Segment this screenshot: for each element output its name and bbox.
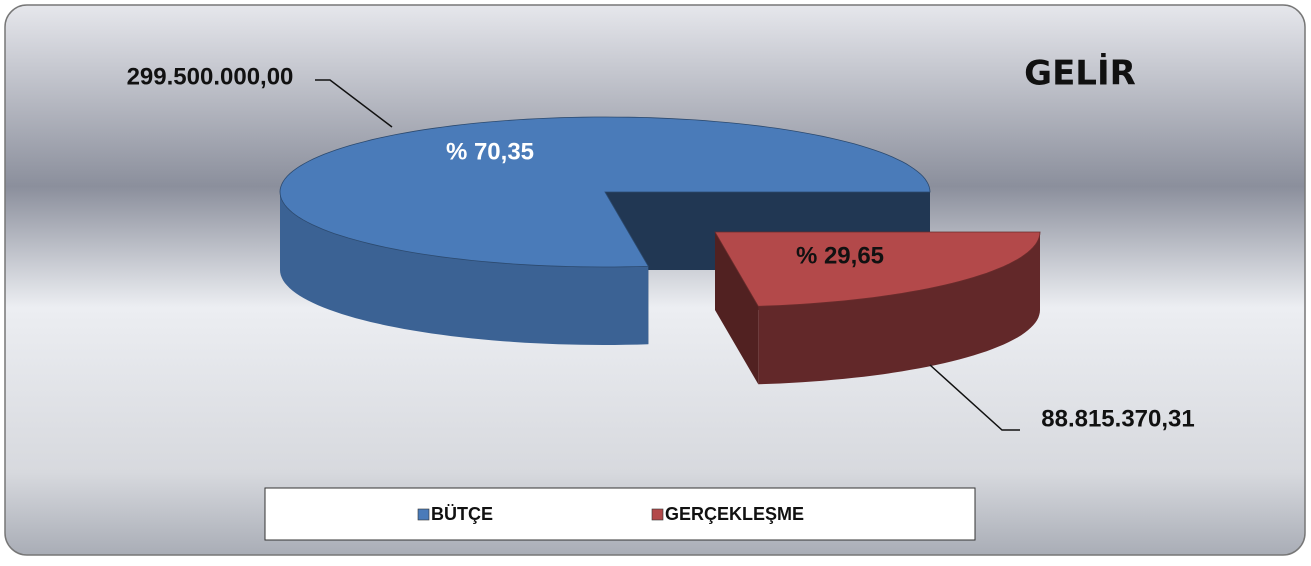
legend-label: GERÇEKLEŞME [665, 504, 804, 524]
legend [264, 487, 976, 541]
chart-title: GELİR [1024, 53, 1136, 94]
slice [279, 116, 931, 268]
percent-label: % 29,65 [796, 242, 884, 269]
legend-label: BÜTÇE [431, 504, 493, 524]
slice-wall [758, 232, 1040, 385]
slice-side [715, 232, 759, 385]
legend-swatch [651, 508, 664, 521]
slice-wall [280, 192, 649, 345]
leader-line [315, 79, 393, 128]
chart-background [4, 4, 1306, 556]
slice [714, 231, 1041, 307]
value-label: 299.500.000,00 [127, 63, 294, 90]
value-label: 88.815.370,31 [1041, 405, 1194, 432]
leader-line [929, 364, 1020, 431]
legend-swatch [417, 508, 430, 521]
percent-label: % 70,35 [446, 138, 534, 165]
